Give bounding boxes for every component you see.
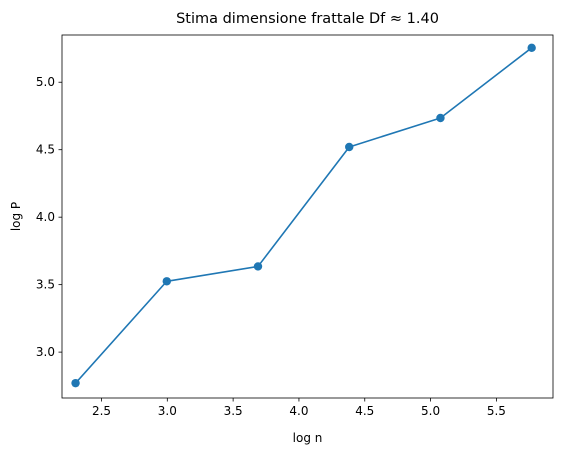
x-tick-label: 2.5 [92,404,111,418]
x-tick-label: 5.5 [487,404,506,418]
plot-frame [61,34,554,399]
y-axis-label: log P [9,202,23,231]
y-tick-label: 3.0 [36,345,55,359]
plot-area: 2.5 3.0 3.5 4.0 4.5 5.0 5.5 3.0 3.5 4.0 4.5 5.0 [36,34,554,418]
y-tick-label: 4.5 [36,143,55,157]
data-point [162,277,171,286]
y-tick-label: 5.0 [36,75,55,89]
chart-title: Stima dimensione frattale Df ≈ 1.40 [176,11,439,27]
data-point [253,262,263,271]
data-point [345,142,354,152]
data-point [436,113,445,123]
y-tick-label: 4.0 [36,210,55,224]
series-line [74,47,533,384]
x-tick-label: 5.0 [421,404,440,418]
x-tick-label: 4.0 [289,404,308,418]
x-axis-label: log n [293,431,323,445]
data-point [71,378,80,388]
y-tick-label: 3.5 [36,278,55,292]
x-tick-label: 3.5 [224,404,243,418]
data-point [527,43,536,53]
x-tick-label: 3.0 [158,404,177,418]
x-tick-label: 4.5 [355,404,374,418]
